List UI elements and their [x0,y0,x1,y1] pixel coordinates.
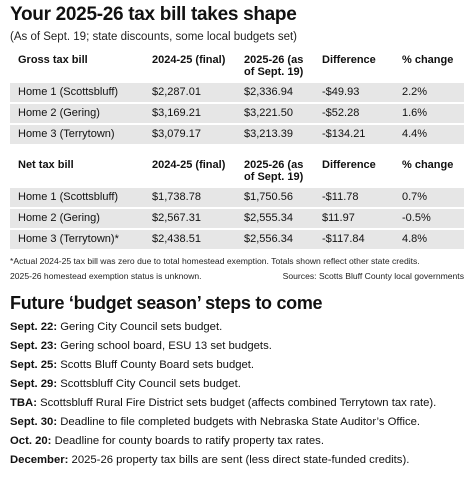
column-header: 2025-26 (as of Sept. 19) [244,54,304,78]
step-text: Gering school board, ESU 13 set budgets. [57,340,272,352]
table-row: Home 1 (Scottsbluff) $2,287.01 $2,336.94… [10,83,464,104]
step-date: Sept. 29: [10,378,58,390]
step-date: Sept. 23: [10,340,58,352]
table-cell: Home 3 (Terrytown) [10,124,144,146]
gross-table-header: Gross tax bill 2024-25 (final) 2025-26 (… [10,50,464,83]
step-date: December: [10,454,69,466]
table-cell: $3,169.21 [144,103,236,125]
table-cell: 4.8% [394,229,464,251]
article-graphic: Your 2025-26 tax bill takes shape (As of… [10,4,464,470]
gross-tax-table: Gross tax bill 2024-25 (final) 2025-26 (… [10,50,464,146]
step-text: Scottsbluff Rural Fire District sets bud… [36,397,437,409]
table-cell: 0.7% [394,188,464,209]
table-cell: Home 1 (Scottsbluff) [10,188,144,209]
step-date: Sept. 25: [10,359,58,371]
table-row: Home 2 (Gering) $3,169.21 $3,221.50 -$52… [10,103,464,125]
homestead-note: 2025-26 homestead exemption status is un… [10,271,202,281]
table-row: Home 3 (Terrytown)* $2,438.51 $2,556.34 … [10,229,464,251]
table-cell: -0.5% [394,208,464,230]
list-item: Oct. 20: Deadline for county boards to r… [10,432,464,451]
table-row: Home 3 (Terrytown) $3,079.17 $3,213.39 -… [10,124,464,146]
table-cell: -$11.78 [314,188,394,209]
steps-list: Sept. 22: Gering City Council sets budge… [10,318,464,470]
step-text: Scotts Bluff County Board sets budget. [57,359,255,371]
step-date: TBA: [10,397,37,409]
table-cell: $2,438.51 [144,229,236,251]
table-cell: Home 1 (Scottsbluff) [10,83,144,104]
table-cell: $1,738.78 [144,188,236,209]
list-item: Sept. 30: Deadline to file completed bud… [10,413,464,432]
table-cell: -$134.21 [314,124,394,146]
table-cell: $3,079.17 [144,124,236,146]
step-text: Scottsbluff City Council sets budget. [57,378,241,390]
list-item: TBA: Scottsbluff Rural Fire District set… [10,394,464,413]
step-text: 2025-26 property tax bills are sent (les… [68,454,410,466]
table-cell: -$52.28 [314,103,394,125]
table-cell: 2.2% [394,83,464,104]
step-text: Deadline for county boards to ratify pro… [51,435,324,447]
table-cell: $3,221.50 [236,103,314,125]
list-item: December: 2025-26 property tax bills are… [10,451,464,470]
footnote-row: 2025-26 homestead exemption status is un… [10,270,464,282]
column-header: 2024-25 (final) [152,159,226,171]
net-table-header: Net tax bill 2024-25 (final) 2025-26 (as… [10,155,464,188]
column-header: Gross tax bill [18,54,88,66]
table-row: Home 1 (Scottsbluff) $1,738.78 $1,750.56… [10,188,464,209]
column-header: Net tax bill [18,159,74,171]
step-text: Deadline to file completed budgets with … [57,416,421,428]
table-cell: $11.97 [314,208,394,230]
step-date: Sept. 22: [10,321,58,333]
column-header: 2025-26 (as of Sept. 19) [244,159,304,183]
table-row: Home 2 (Gering) $2,567.31 $2,555.34 $11.… [10,208,464,230]
table-cell: $1,750.56 [236,188,314,209]
subhead: (As of Sept. 19; state discounts, some l… [10,31,298,43]
headline: Your 2025-26 tax bill takes shape [10,4,297,25]
sources-credit: Sources: Scotts Bluff County local gover… [282,271,464,281]
table-cell: $2,556.34 [236,229,314,251]
table-cell: -$117.84 [314,229,394,251]
table-cell: Home 2 (Gering) [10,103,144,125]
net-tax-table: Net tax bill 2024-25 (final) 2025-26 (as… [10,155,464,251]
step-date: Oct. 20: [10,435,52,447]
column-header: % change [402,159,454,171]
table-cell: 4.4% [394,124,464,146]
step-text: Gering City Council sets budget. [57,321,223,333]
table-cell: $2,336.94 [236,83,314,104]
column-header: Difference [322,54,376,66]
footnote: *Actual 2024-25 tax bill was zero due to… [10,256,420,266]
table-cell: Home 3 (Terrytown)* [10,229,144,251]
table-cell: $2,555.34 [236,208,314,230]
column-header: 2024-25 (final) [152,54,226,66]
column-header: % change [402,54,454,66]
list-item: Sept. 23: Gering school board, ESU 13 se… [10,337,464,356]
table-cell: 1.6% [394,103,464,125]
list-item: Sept. 25: Scotts Bluff County Board sets… [10,356,464,375]
table-cell: -$49.93 [314,83,394,104]
steps-title: Future ‘budget season’ steps to come [10,293,323,313]
table-cell: $3,213.39 [236,124,314,146]
table-cell: Home 2 (Gering) [10,208,144,230]
list-item: Sept. 22: Gering City Council sets budge… [10,318,464,337]
column-header: Difference [322,159,376,171]
table-cell: $2,287.01 [144,83,236,104]
table-cell: $2,567.31 [144,208,236,230]
list-item: Sept. 29: Scottsbluff City Council sets … [10,375,464,394]
step-date: Sept. 30: [10,416,58,428]
